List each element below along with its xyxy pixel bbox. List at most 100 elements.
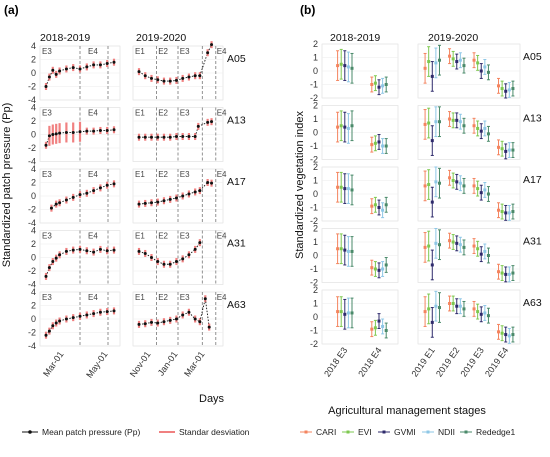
mean-marker — [350, 249, 354, 253]
stage-label: E3 — [42, 109, 52, 118]
y-tick-label: 0 — [313, 312, 318, 322]
stage-label: E4 — [88, 109, 98, 118]
mean-marker — [381, 84, 385, 88]
y-tick-label: -2 — [310, 216, 318, 226]
x-tick-label: Jan-01 — [156, 349, 180, 377]
y-tick-label: -2 — [28, 205, 36, 215]
mean-marker — [479, 191, 483, 195]
y-tick-label: -4 — [28, 341, 36, 351]
stage-label: E2 — [158, 47, 168, 56]
mean-marker — [381, 208, 385, 212]
mean-marker — [504, 333, 508, 337]
trend-dots — [52, 133, 57, 135]
mean-marker — [384, 83, 388, 86]
mean-marker — [430, 139, 434, 143]
trend-dots — [151, 321, 158, 324]
mean-marker — [343, 248, 347, 252]
mean-marker — [384, 329, 388, 332]
trend-dots — [157, 261, 165, 265]
season-header: 2019-2020 — [136, 32, 186, 44]
data-point — [112, 60, 116, 64]
mean-marker — [472, 244, 476, 248]
y-tick-label: -2 — [310, 93, 318, 103]
y-tick-label: 1 — [313, 114, 318, 124]
mean-marker — [373, 203, 377, 207]
trend-dots — [199, 182, 208, 191]
mean-marker — [448, 239, 452, 243]
x-tick-label: 2018 E4 — [356, 345, 383, 378]
trend-dots — [163, 319, 171, 323]
y-tick-label: 2 — [31, 178, 36, 188]
site-label: A31 — [523, 236, 542, 248]
site-label: A05 — [523, 51, 542, 63]
trend-dots — [199, 298, 206, 322]
y-tick-label: -4 — [28, 218, 36, 228]
mean-marker — [373, 267, 377, 271]
mean-marker — [455, 241, 459, 245]
mean-marker — [350, 124, 354, 128]
y-tick-label: 4 — [31, 41, 36, 51]
mean-marker — [455, 180, 459, 184]
trend-dots — [66, 249, 74, 252]
trend-dots — [79, 314, 87, 317]
trend-dots — [79, 248, 87, 252]
mean-marker — [373, 326, 377, 330]
y-tick-label: 0 — [31, 191, 36, 201]
mean-marker — [486, 132, 490, 136]
mean-marker — [504, 211, 508, 215]
trend-dots — [51, 203, 57, 209]
mean-marker — [472, 124, 476, 128]
stage-label: E2 — [158, 293, 168, 302]
trend-dots — [170, 197, 177, 200]
mean-marker — [377, 206, 381, 209]
mean-marker — [458, 181, 462, 185]
y-tick-label: 1 — [313, 53, 318, 63]
mean-marker — [339, 185, 343, 189]
mean-marker — [504, 89, 508, 93]
y-tick-label: -1 — [310, 326, 318, 336]
y-tick-label: 2 — [31, 116, 36, 126]
mean-marker — [434, 304, 438, 308]
season-header: 2018-2019 — [40, 32, 90, 44]
trend-dots — [73, 248, 81, 251]
mean-marker — [448, 54, 452, 58]
data-point — [112, 128, 116, 132]
mean-marker — [346, 187, 350, 191]
mean-marker — [504, 272, 508, 276]
mean-marker — [458, 243, 462, 247]
mean-marker — [486, 314, 490, 318]
y-tick-label: 0 — [313, 251, 318, 261]
site-label: A17 — [227, 176, 246, 188]
trend-dots — [100, 248, 108, 252]
stage-label: E3 — [42, 47, 52, 56]
trend-dots — [66, 317, 74, 320]
trend-dots — [107, 310, 115, 313]
trend-dots — [107, 129, 115, 131]
trend-dots — [100, 311, 108, 313]
trend-dots — [79, 192, 87, 196]
legend-label: Standar desviation — [179, 427, 250, 437]
trend-dots — [145, 75, 152, 79]
mean-marker — [507, 88, 511, 92]
mean-marker — [486, 70, 490, 74]
mean-marker — [472, 58, 476, 62]
y-tick-label: -4 — [28, 95, 36, 105]
trend-dots — [176, 258, 183, 262]
mean-marker — [479, 129, 483, 133]
mean-marker — [377, 319, 381, 323]
trend-dots — [188, 191, 196, 195]
mean-marker — [451, 118, 455, 122]
trend-dots — [199, 52, 209, 76]
trend-dots — [73, 131, 81, 133]
mean-marker — [486, 192, 490, 196]
trend-dots — [59, 68, 67, 72]
trend-dots — [157, 321, 165, 324]
mean-marker — [384, 263, 388, 267]
mean-marker — [423, 122, 427, 126]
y-axis-label: Standardized vegetation index — [294, 111, 306, 259]
mean-marker — [476, 187, 480, 191]
y-tick-label: -2 — [310, 278, 318, 288]
mean-marker — [350, 66, 354, 70]
stage-label: E3 — [180, 170, 190, 179]
mean-marker — [336, 310, 340, 314]
